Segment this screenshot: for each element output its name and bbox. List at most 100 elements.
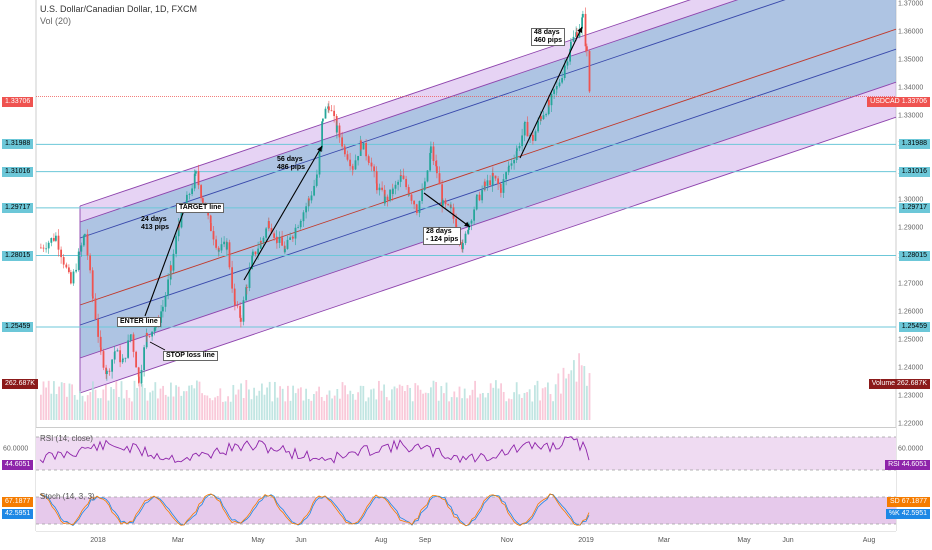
volume-bar (76, 399, 79, 420)
candle-body (151, 331, 153, 337)
volume-bar (162, 385, 164, 420)
volume-bar (300, 387, 302, 420)
candle-body (322, 118, 324, 122)
volume-bar (404, 391, 406, 420)
volume-bar (201, 393, 203, 420)
candle-body (476, 194, 478, 197)
candle-body (68, 267, 70, 273)
candle-body (502, 179, 505, 193)
candle-body (481, 190, 483, 201)
volume-bar (149, 392, 151, 420)
candle-body (132, 334, 135, 352)
candle-body (397, 181, 399, 185)
volume-bar (133, 380, 136, 420)
candle-body (362, 143, 365, 150)
annotation-24-days[interactable]: 24 days 413 pips (141, 216, 169, 232)
candle-body (228, 242, 231, 268)
volume-bar (198, 381, 201, 420)
candle-body (207, 211, 209, 216)
volume-bar (326, 394, 328, 420)
candle-body (381, 187, 383, 190)
stoch-tag-name: SD (890, 498, 900, 505)
candle-body (202, 198, 204, 203)
volume-bar (292, 385, 294, 420)
candle-body (424, 181, 426, 187)
volume-bar (229, 401, 232, 420)
candle-body (137, 367, 140, 377)
annotation-28-days[interactable]: 28 days - 124 pips (423, 227, 462, 245)
volume-bar (445, 382, 448, 420)
candle-body (368, 161, 370, 163)
candle-body (360, 140, 362, 150)
volume-bar (248, 389, 250, 420)
volume-bar (437, 400, 440, 420)
volume-bar (253, 387, 255, 420)
volume-bar (424, 392, 427, 420)
candle-body (492, 173, 494, 176)
volume-bar (409, 387, 411, 420)
candle-body (582, 13, 584, 18)
volume-bar (284, 401, 287, 420)
volume-bar (528, 389, 531, 420)
price-tick: 1.33000 (898, 112, 924, 120)
volume-bar (341, 382, 344, 420)
candle-body (430, 146, 432, 153)
candle-body (245, 287, 247, 301)
candle-body (65, 264, 68, 268)
candle-body (423, 186, 426, 191)
volume-bar (372, 388, 375, 420)
volume-bar (362, 385, 365, 420)
volume-bar (453, 391, 456, 420)
candle-body (324, 108, 327, 119)
candle-body (467, 229, 469, 234)
candle-body (473, 209, 475, 221)
volume-bar (474, 380, 476, 420)
annotation-target-line[interactable]: TARGET line (176, 203, 225, 213)
candle-body (175, 236, 177, 254)
candle-body (242, 300, 245, 322)
volume-bar (487, 392, 489, 420)
candle-body (316, 174, 318, 179)
volume-bar (50, 393, 53, 420)
candle-body (121, 360, 124, 363)
annotation-text: 28 days - 124 pips (426, 228, 459, 243)
candle-body (375, 171, 378, 184)
volume-bar (385, 397, 388, 420)
candle-body (84, 234, 86, 236)
candle-body (407, 187, 410, 196)
volume-bar (55, 394, 58, 420)
price-tick: 1.24000 (898, 364, 924, 372)
volume-bar (554, 384, 557, 420)
volume-bar (357, 392, 359, 420)
stoch-band (36, 497, 896, 524)
annotation-enter-line[interactable]: ENTER line (117, 317, 161, 327)
annotation-stop-loss-line[interactable]: STOP loss line (163, 351, 218, 361)
annotation-56-days[interactable]: 56 days 486 pips (277, 156, 305, 172)
candle-body (394, 184, 397, 189)
volume-bar (305, 388, 307, 420)
candle-body (47, 242, 50, 249)
volume-bar (419, 389, 422, 420)
volume-bar (417, 385, 419, 420)
candle-body (405, 178, 407, 188)
candle-body (106, 370, 108, 375)
candle-body (50, 238, 53, 243)
symbol-tag: USDCAD (870, 98, 900, 105)
volume-bar (398, 384, 401, 420)
volume-bar (276, 397, 279, 420)
candle-body (426, 170, 429, 182)
annotation-48-days[interactable]: 48 days 460 pips (531, 28, 566, 46)
volume-bar (430, 387, 432, 420)
candle-body (558, 82, 561, 87)
volume-bar (154, 382, 157, 420)
candle-body (370, 162, 373, 167)
candle-body (413, 200, 415, 205)
volume-bar (489, 383, 492, 420)
stoch-k-line (39, 493, 590, 527)
candle-body (518, 146, 521, 149)
volume-bar (105, 384, 107, 420)
volume-bar (479, 393, 482, 420)
candle-body (376, 183, 378, 191)
volume-bar (346, 394, 349, 420)
